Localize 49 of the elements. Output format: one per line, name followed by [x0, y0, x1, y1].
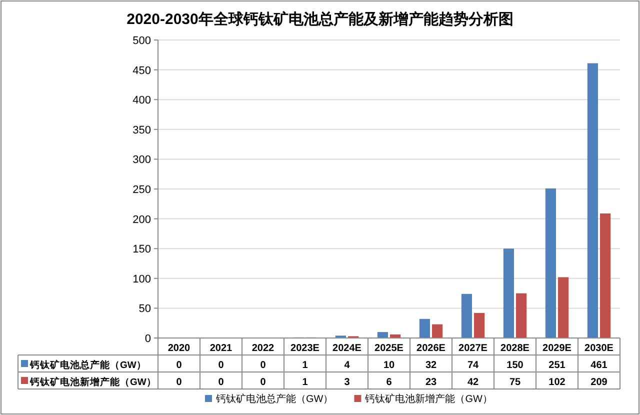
data-label: 1 [302, 360, 308, 371]
data-label: 1 [302, 377, 308, 388]
data-label: 10 [383, 360, 395, 371]
text: 钙钛矿电池新增产能（GW） [30, 377, 156, 388]
data-label: 3 [344, 377, 350, 388]
y-tick-label: 250 [132, 184, 151, 196]
x-tick-label: 2025E [374, 343, 404, 354]
y-tick-label: 50 [138, 303, 151, 316]
legend-label: 钙钛矿电池新增产能（GW） [364, 393, 492, 405]
data-label: 4 [344, 360, 350, 371]
y-tick-label: 200 [132, 214, 151, 226]
data-label: 6 [386, 377, 392, 388]
data-label: 461 [590, 360, 608, 371]
x-tick-label: 2024E [332, 343, 362, 354]
y-tick-label: 150 [132, 244, 151, 256]
x-tick-label: 2028E [500, 343, 530, 354]
y-tick-label: 0 [144, 333, 151, 345]
data-label: 42 [467, 377, 479, 388]
x-tick-label: 2027E [458, 343, 488, 354]
y-tick-label: 100 [132, 273, 151, 286]
x-tick-label: 2022 [252, 343, 275, 354]
data-label: 0 [176, 360, 182, 371]
data-label: 0 [260, 377, 266, 388]
y-tick-label: 400 [132, 94, 151, 107]
chart-title: 2020-2030年全球钙钛矿电池总产能及新增产能趋势分析图 [126, 10, 514, 28]
text: 钙钛矿电池总产能（GW） [30, 360, 146, 371]
data-label: 150 [506, 360, 524, 371]
data-label: 23 [425, 377, 437, 388]
x-tick-label: 2026E [416, 343, 446, 354]
data-label: 251 [548, 360, 566, 371]
data-label: 74 [467, 360, 479, 371]
data-label: 0 [218, 360, 224, 371]
x-tick-label: 2030E [584, 343, 614, 354]
data-label: 32 [425, 360, 437, 371]
data-label: 102 [548, 377, 566, 388]
legend-label: 钙钛矿电池总产能（GW） [215, 393, 334, 405]
x-tick-label: 2029E [542, 343, 572, 354]
data-label: 0 [218, 377, 224, 388]
data-label: 209 [590, 377, 608, 388]
data-label: 75 [509, 377, 521, 388]
y-tick-label: 350 [132, 124, 151, 136]
data-label: 0 [176, 377, 182, 388]
y-tick-label: 300 [132, 154, 151, 166]
x-tick-label: 2021 [210, 343, 233, 354]
y-tick-label: 500 [132, 35, 151, 47]
x-tick-label: 2020 [168, 343, 191, 354]
data-label: 0 [260, 360, 266, 371]
x-tick-label: 2023E [290, 343, 320, 354]
y-tick-label: 450 [132, 64, 151, 77]
